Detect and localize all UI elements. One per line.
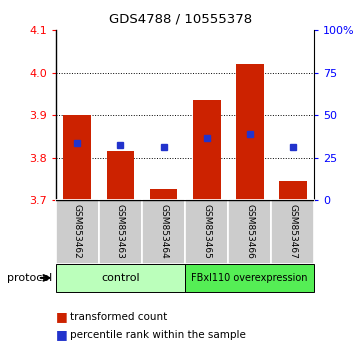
Bar: [185, 264, 314, 292]
Bar: [56, 200, 99, 264]
Text: GSM853465: GSM853465: [202, 204, 211, 259]
Bar: [236, 64, 264, 200]
Bar: [279, 181, 306, 200]
Text: transformed count: transformed count: [70, 312, 168, 322]
Text: GSM853464: GSM853464: [159, 205, 168, 259]
Bar: [185, 200, 228, 264]
Text: GSM853467: GSM853467: [288, 204, 297, 259]
Text: protocol: protocol: [7, 273, 52, 283]
Bar: [99, 200, 142, 264]
Text: FBxl110 overexpression: FBxl110 overexpression: [191, 273, 308, 283]
Text: ■: ■: [56, 310, 68, 323]
Text: control: control: [101, 273, 140, 283]
Bar: [271, 200, 314, 264]
Bar: [56, 264, 185, 292]
Bar: [106, 151, 134, 200]
Bar: [149, 189, 178, 200]
Bar: [64, 115, 91, 200]
Bar: [142, 200, 185, 264]
Bar: [228, 200, 271, 264]
Text: ■: ■: [56, 328, 68, 341]
Text: GSM853463: GSM853463: [116, 204, 125, 259]
Text: GSM853462: GSM853462: [73, 205, 82, 259]
Text: percentile rank within the sample: percentile rank within the sample: [70, 330, 246, 339]
Text: GSM853466: GSM853466: [245, 204, 254, 259]
Text: GDS4788 / 10555378: GDS4788 / 10555378: [109, 12, 252, 25]
Bar: [192, 100, 221, 200]
